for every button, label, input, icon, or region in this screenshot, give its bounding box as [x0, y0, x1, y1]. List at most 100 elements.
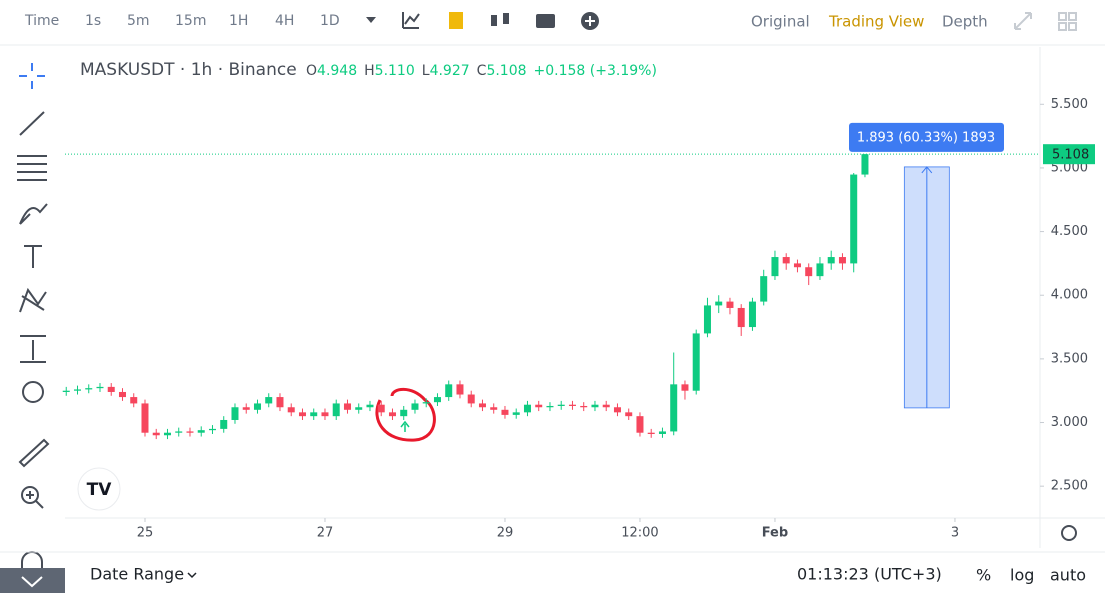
- candle-body: [276, 397, 284, 408]
- candle-body: [366, 404, 374, 408]
- candle-body: [490, 407, 498, 410]
- line-tool[interactable]: [19, 111, 45, 136]
- fib-tool[interactable]: [17, 155, 47, 181]
- candle-body: [782, 257, 790, 264]
- candle-body: [231, 407, 239, 420]
- y-tick-label: 4.000: [1051, 288, 1088, 303]
- y-tick-label: 3.500: [1051, 351, 1088, 366]
- collapse-arrow: [21, 576, 43, 588]
- emoji-tool[interactable]: [22, 381, 44, 403]
- annotation-arrow: [400, 420, 410, 432]
- candle-body: [501, 409, 509, 415]
- pattern-tool[interactable]: [19, 287, 47, 313]
- settings-icon[interactable]: [1061, 525, 1077, 541]
- scale-options: % log auto: [976, 566, 1086, 585]
- candle-body: [512, 412, 520, 415]
- view-button[interactable]: Trading View: [828, 13, 924, 31]
- drawing-tools: [17, 63, 50, 570]
- candle-body: [321, 412, 329, 417]
- magnet-tool[interactable]: [21, 551, 43, 570]
- camera-icon[interactable]: [536, 14, 555, 28]
- view-group: Original Trading View Depth: [751, 13, 988, 31]
- interval-button[interactable]: 4H: [275, 13, 294, 29]
- candle-body: [118, 391, 126, 398]
- candle-icon[interactable]: [503, 13, 509, 24]
- candle-body: [737, 307, 745, 328]
- candle-body: [433, 397, 441, 403]
- layout-icon[interactable]: [1058, 12, 1067, 21]
- fullscreen-icon[interactable]: [1014, 12, 1032, 30]
- interval-group: Time 1s 5m 15m 1H 4H 1D: [24, 13, 340, 29]
- layout-icon[interactable]: [1068, 22, 1077, 31]
- candle-body: [580, 405, 588, 408]
- last-price-label: 5.108: [1052, 148, 1089, 163]
- candle-body: [220, 419, 228, 429]
- interval-button: Time: [24, 13, 59, 29]
- candle-body: [355, 407, 363, 410]
- text-tool[interactable]: [24, 245, 42, 268]
- indicator-icon[interactable]: [402, 12, 420, 29]
- interval-button[interactable]: 1D: [320, 13, 340, 29]
- candle-body: [85, 388, 93, 390]
- ruler-tool[interactable]: [18, 438, 50, 468]
- interval-button[interactable]: 15m: [175, 13, 206, 29]
- candle-body: [670, 384, 678, 432]
- candle-body: [242, 407, 250, 410]
- collapse-button[interactable]: [0, 568, 65, 593]
- candle-body: [152, 432, 160, 436]
- view-button[interactable]: Depth: [942, 13, 988, 31]
- candle-body: [523, 404, 531, 413]
- candle-body: [692, 333, 700, 391]
- interval-button[interactable]: 1s: [85, 13, 101, 29]
- interval-button[interactable]: 5m: [127, 13, 150, 29]
- candle-icon[interactable]: [491, 15, 497, 26]
- candle-body: [253, 403, 261, 410]
- legend-key: O: [306, 63, 317, 79]
- brush-tool[interactable]: [19, 203, 48, 225]
- legend-key: C: [477, 63, 487, 79]
- candle-body: [546, 405, 554, 408]
- layout-icon[interactable]: [1068, 12, 1077, 21]
- candle-body: [715, 301, 723, 306]
- candle-body: [625, 412, 633, 417]
- x-tick-label: Feb: [762, 526, 788, 541]
- candle-body: [535, 404, 543, 408]
- date-range[interactable]: Date Range: [90, 565, 184, 584]
- measure-tool[interactable]: [20, 335, 46, 363]
- candle-body: [805, 267, 813, 277]
- candle-body: [636, 416, 644, 433]
- tv-logo-text: TV: [87, 480, 113, 500]
- y-tick-label: 3.000: [1051, 415, 1088, 430]
- scale-option[interactable]: %: [976, 566, 991, 585]
- zoom-tool[interactable]: [21, 486, 39, 504]
- ohlc-legend: O 4.948 H 5.110 L 4.927 C 5.108 +0.158 (+3.19%): [306, 63, 657, 79]
- candle-body: [186, 431, 194, 433]
- candle-body: [613, 407, 621, 413]
- candle-body: [73, 389, 81, 391]
- candle-body: [658, 431, 666, 434]
- layout-icon[interactable]: [1058, 22, 1067, 31]
- candle-body: [681, 384, 689, 391]
- candle-body: [377, 404, 385, 413]
- candle-body: [298, 412, 306, 417]
- x-tick-label: 25: [137, 526, 154, 541]
- candle-body: [96, 386, 104, 389]
- candle-body: [467, 394, 475, 404]
- template-icon[interactable]: [449, 12, 463, 29]
- candle-body: [568, 404, 576, 406]
- candle-body: [760, 276, 768, 302]
- scale-option[interactable]: auto: [1050, 566, 1086, 585]
- x-tick-label: 12:00: [621, 526, 658, 541]
- y-tick-label: 4.500: [1051, 224, 1088, 239]
- crosshair-tool[interactable]: [19, 63, 45, 89]
- scale-option[interactable]: log: [1010, 566, 1034, 585]
- view-button[interactable]: Original: [751, 13, 810, 31]
- candle-body: [557, 404, 565, 406]
- candle-body: [287, 407, 295, 413]
- interval-button[interactable]: 1H: [229, 13, 248, 29]
- dropdown-icon[interactable]: [366, 17, 376, 23]
- candle-body: [332, 403, 340, 417]
- candle-body: [175, 431, 183, 433]
